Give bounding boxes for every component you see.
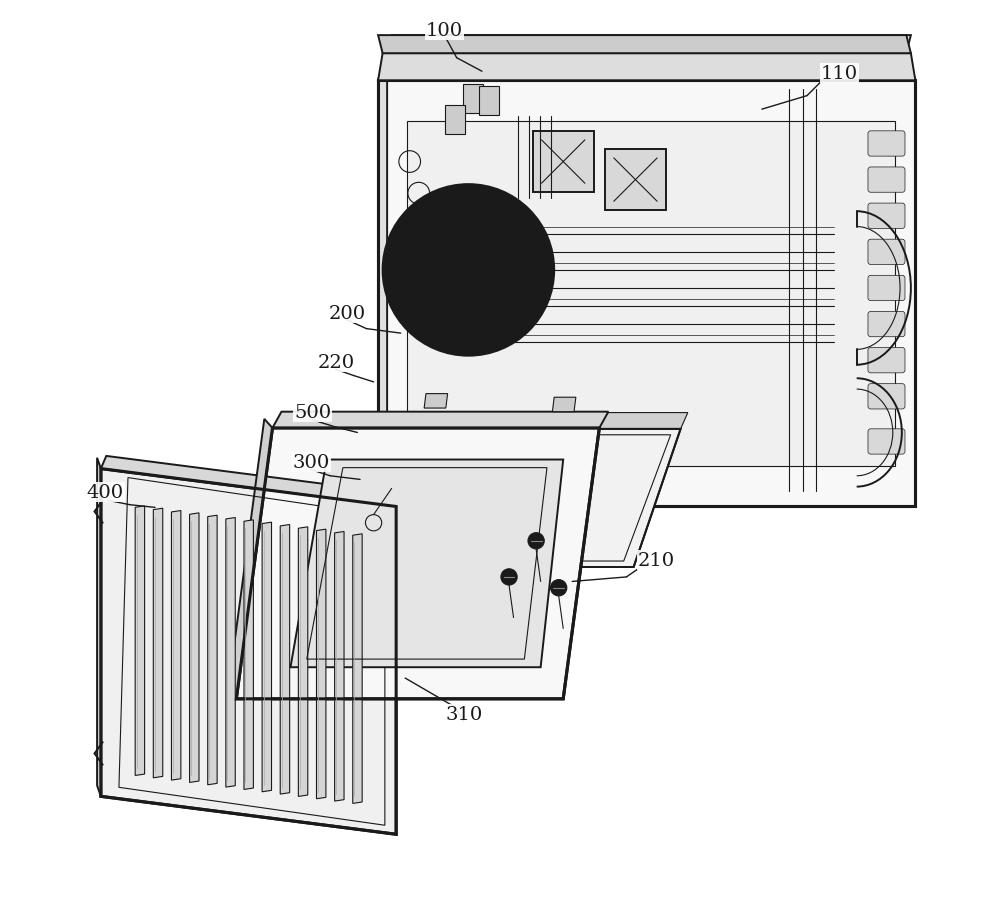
FancyBboxPatch shape <box>533 132 594 193</box>
Text: 400: 400 <box>86 483 124 502</box>
Bar <box>445 106 465 134</box>
Circle shape <box>383 185 554 356</box>
FancyBboxPatch shape <box>868 132 905 157</box>
FancyBboxPatch shape <box>868 312 905 337</box>
Text: 500: 500 <box>294 403 331 421</box>
FancyBboxPatch shape <box>868 276 905 301</box>
Polygon shape <box>318 429 681 567</box>
Bar <box>401 445 437 467</box>
Text: 310: 310 <box>446 704 483 723</box>
Polygon shape <box>101 469 396 834</box>
Polygon shape <box>101 456 402 507</box>
FancyBboxPatch shape <box>868 384 905 410</box>
Polygon shape <box>244 520 253 789</box>
Circle shape <box>528 533 544 549</box>
Polygon shape <box>552 398 576 412</box>
Polygon shape <box>153 509 163 778</box>
Circle shape <box>426 227 511 314</box>
Polygon shape <box>378 81 915 507</box>
Polygon shape <box>407 122 895 466</box>
Polygon shape <box>190 513 199 783</box>
Text: 210: 210 <box>638 551 675 569</box>
Polygon shape <box>381 487 408 512</box>
Polygon shape <box>226 518 235 787</box>
Polygon shape <box>378 54 915 81</box>
FancyBboxPatch shape <box>868 348 905 373</box>
Polygon shape <box>208 516 217 785</box>
FancyBboxPatch shape <box>868 240 905 265</box>
Bar <box>479 87 499 115</box>
FancyBboxPatch shape <box>868 168 905 193</box>
Bar <box>463 85 483 114</box>
Circle shape <box>473 475 482 484</box>
Polygon shape <box>424 394 448 409</box>
FancyBboxPatch shape <box>868 204 905 229</box>
Circle shape <box>551 580 567 596</box>
Polygon shape <box>291 460 563 667</box>
Circle shape <box>495 475 504 484</box>
Polygon shape <box>387 36 911 54</box>
Polygon shape <box>380 459 412 492</box>
Text: 300: 300 <box>292 453 330 471</box>
Polygon shape <box>236 428 599 699</box>
Polygon shape <box>378 54 915 81</box>
Polygon shape <box>135 506 145 776</box>
Text: 110: 110 <box>821 65 858 83</box>
Polygon shape <box>316 529 326 799</box>
Text: 200: 200 <box>328 304 366 322</box>
Polygon shape <box>171 511 181 780</box>
Polygon shape <box>378 54 387 507</box>
Circle shape <box>484 475 493 484</box>
Polygon shape <box>298 528 308 796</box>
Polygon shape <box>280 525 290 795</box>
Polygon shape <box>365 413 688 429</box>
Bar <box>392 487 441 514</box>
Circle shape <box>365 489 383 507</box>
FancyBboxPatch shape <box>868 429 905 455</box>
Text: 220: 220 <box>318 354 355 372</box>
Text: 100: 100 <box>426 22 463 40</box>
Polygon shape <box>97 458 101 796</box>
FancyBboxPatch shape <box>605 150 666 211</box>
Polygon shape <box>272 412 608 428</box>
Polygon shape <box>378 36 911 54</box>
Circle shape <box>419 457 437 475</box>
Polygon shape <box>353 534 362 804</box>
Polygon shape <box>228 419 272 699</box>
Polygon shape <box>335 532 344 801</box>
Circle shape <box>501 569 517 585</box>
Polygon shape <box>363 443 399 485</box>
Polygon shape <box>262 522 272 792</box>
